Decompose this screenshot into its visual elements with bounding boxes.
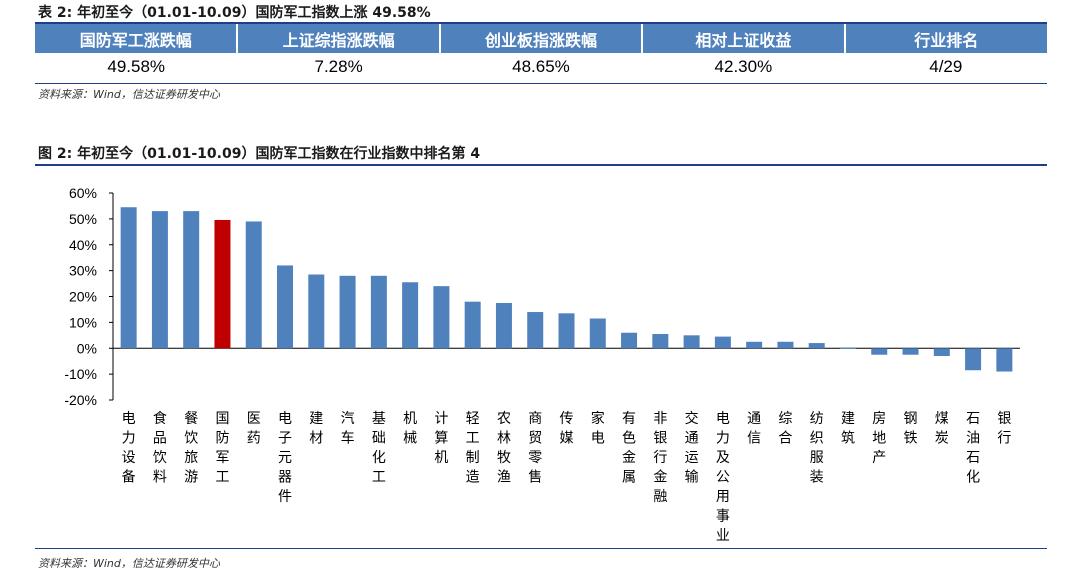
x-category-label: 食品饮料 [153, 410, 167, 486]
table-source-note: 资料来源：Wind，信达证券研发中心 [38, 88, 220, 101]
y-tick-label: 40% [69, 237, 97, 253]
summary-table: 国防军工涨跌幅 上证综指涨跌幅 创业板指涨跌幅 相对上证收益 行业排名 49.5… [35, 24, 1047, 80]
bar [777, 341, 794, 349]
x-category-label: 商贸零售 [528, 411, 542, 486]
bar [965, 348, 982, 371]
x-category-label: 国防军工 [215, 411, 229, 486]
value-chinext-change: 48.65% [512, 56, 570, 76]
value-defense-change: 49.58% [107, 56, 166, 76]
bar [433, 286, 450, 349]
bar [808, 343, 825, 349]
bar [120, 207, 137, 349]
bar [151, 211, 168, 349]
bar [902, 348, 919, 355]
x-category-label: 电子元器件 [278, 411, 292, 505]
header-industry-rank: 行业排名 [844, 24, 1047, 53]
table-header-row: 国防军工涨跌幅 上证综指涨跌幅 创业板指涨跌幅 相对上证收益 行业排名 [35, 24, 1047, 53]
table-row: 49.58% 7.28% 48.65% 42.30% 4/29 [35, 53, 1047, 80]
bar [277, 265, 294, 349]
x-category-label: 建材 [309, 411, 323, 447]
x-category-label: 通信 [747, 411, 761, 447]
table-caption: 表 2: 年初至今（01.01-10.09）国防军工指数上涨 49.58% [38, 5, 431, 21]
bar [996, 348, 1013, 372]
x-category-label: 煤炭 [935, 411, 949, 447]
bar [558, 313, 575, 349]
header-shanghai-change: 上证综指涨跌幅 [237, 24, 441, 53]
y-tick-label: 20% [69, 289, 97, 305]
header-relative-return: 相对上证收益 [642, 24, 846, 53]
x-category-label: 非银行金融 [653, 411, 667, 505]
header-chinext-change: 创业板指涨跌幅 [439, 24, 644, 53]
y-tick-label: 10% [69, 314, 97, 330]
bar [245, 221, 262, 349]
x-category-label: 农林牧渔 [497, 411, 511, 486]
bar [714, 336, 731, 349]
bar [464, 301, 481, 349]
bar [839, 347, 856, 349]
bar [871, 348, 888, 355]
figure-bottom-rule [35, 548, 1047, 549]
figure-source-note: 资料来源：Wind，信达证券研发中心 [38, 557, 220, 570]
y-tick-label: 50% [69, 211, 97, 227]
x-category-label: 电力及公用事业 [716, 411, 730, 544]
bar [370, 275, 387, 349]
value-relative-return: 42.30% [714, 56, 773, 76]
x-category-label: 有色金属 [622, 411, 636, 486]
figure-caption: 图 2: 年初至今（01.01-10.09）国防军工指数在行业指数中排名第 4 [38, 146, 481, 162]
x-category-label: 银行 [997, 411, 1011, 447]
bar [652, 334, 669, 349]
bar [933, 348, 950, 357]
x-category-label: 计算机 [434, 411, 448, 466]
x-category-label: 综合 [778, 411, 792, 447]
value-industry-rank: 4/29 [929, 56, 963, 76]
x-category-label: 交通运输 [685, 410, 699, 486]
header-defense-change: 国防军工涨跌幅 [35, 24, 239, 53]
x-category-label: 餐饮旅游 [184, 411, 198, 486]
bar [621, 332, 638, 349]
bar [495, 302, 512, 349]
y-tick-label: -10% [64, 366, 97, 382]
x-category-label: 纺织服装 [810, 411, 824, 486]
y-tick-label: 0% [77, 340, 97, 356]
bar [214, 219, 231, 349]
x-category-label: 轻工制造 [466, 411, 480, 486]
x-category-label: 房地产 [872, 411, 886, 466]
bar [183, 211, 200, 349]
bar [308, 274, 325, 349]
x-category-label: 医药 [247, 411, 261, 447]
bar [527, 312, 544, 349]
x-category-label: 机械 [403, 411, 417, 447]
value-shanghai-change: 7.28% [314, 56, 363, 76]
x-category-label: 电力设备 [122, 411, 136, 486]
bar [683, 335, 700, 349]
x-category-label: 汽车 [341, 411, 355, 447]
figure-top-rule [35, 164, 1047, 166]
table-top-rule [35, 22, 1047, 24]
x-category-label: 钢铁 [904, 411, 918, 447]
bar [746, 341, 763, 349]
y-tick-label: -20% [64, 392, 97, 408]
bar [339, 275, 356, 349]
x-category-label: 石油石化 [966, 411, 980, 486]
x-category-label: 建筑 [841, 411, 855, 447]
y-tick-label: 60% [69, 185, 97, 201]
x-category-label: 传媒 [560, 411, 574, 447]
bar [589, 318, 606, 349]
x-category-label: 家电 [591, 410, 605, 447]
y-tick-label: 30% [69, 263, 97, 279]
bar [402, 282, 419, 349]
table-bottom-rule [35, 83, 1047, 84]
x-category-label: 基础化工 [372, 410, 386, 486]
